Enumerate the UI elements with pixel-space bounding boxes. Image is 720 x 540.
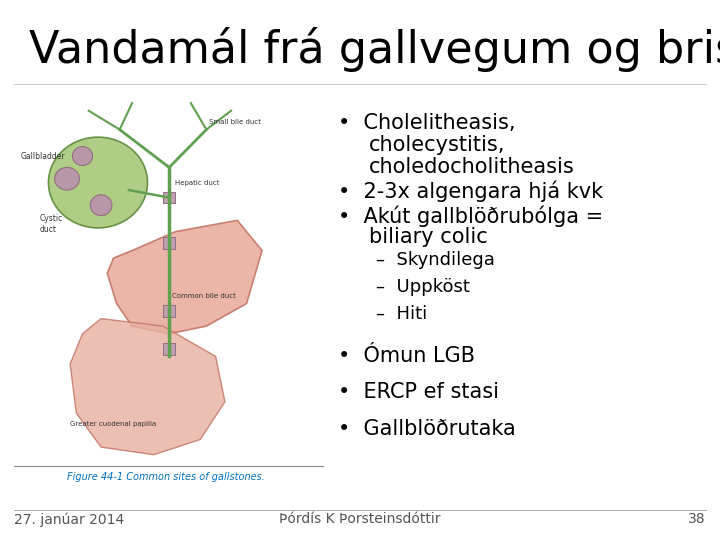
Bar (163, 306, 176, 316)
Text: Cystic
duct: Cystic duct (39, 214, 63, 234)
Text: •  2-3x algengara hjá kvk: • 2-3x algengara hjá kvk (338, 181, 603, 202)
Polygon shape (70, 319, 225, 455)
Text: Gallbladder: Gallbladder (21, 152, 66, 160)
Text: –  Skyndilega: – Skyndilega (376, 251, 495, 269)
Text: Common bile duct: Common bile duct (172, 293, 236, 299)
Text: •  ERCP ef stasi: • ERCP ef stasi (338, 382, 500, 402)
Text: •  Cholelitheasis,: • Cholelitheasis, (338, 113, 516, 133)
Text: Small bile duct: Small bile duct (210, 119, 261, 125)
Ellipse shape (55, 167, 79, 190)
Text: •  Ómun LGB: • Ómun LGB (338, 346, 475, 366)
Text: •  Gallblöðrutaka: • Gallblöðrutaka (338, 419, 516, 439)
Text: Vandamál frá gallvegum og brisi: Vandamál frá gallvegum og brisi (29, 27, 720, 72)
Ellipse shape (73, 146, 93, 165)
Ellipse shape (90, 195, 112, 215)
Text: 27. janúar 2014: 27. janúar 2014 (14, 512, 125, 526)
Polygon shape (107, 220, 262, 334)
Bar (163, 192, 176, 203)
Ellipse shape (48, 137, 148, 228)
Text: Þórdís K Þorsteinsdóttir: Þórdís K Þorsteinsdóttir (279, 512, 441, 526)
Text: 38: 38 (688, 512, 706, 526)
Text: Figure 44-1 Common sites of gallstones.: Figure 44-1 Common sites of gallstones. (67, 472, 264, 483)
Text: cholecystitis,: cholecystitis, (369, 135, 505, 155)
Text: Greater cuodenal papilla: Greater cuodenal papilla (70, 421, 156, 428)
Text: •  Akút gallblöðrubólga =: • Akút gallblöðrubólga = (338, 205, 603, 227)
Text: –  Hiti: – Hiti (376, 305, 427, 323)
Text: –  Uppköst: – Uppköst (376, 278, 469, 296)
Bar (163, 238, 176, 248)
Text: biliary colic: biliary colic (369, 227, 487, 247)
Text: Hepatic duct: Hepatic duct (176, 179, 220, 186)
Text: choledocholitheasis: choledocholitheasis (369, 157, 575, 177)
Bar (163, 343, 176, 354)
